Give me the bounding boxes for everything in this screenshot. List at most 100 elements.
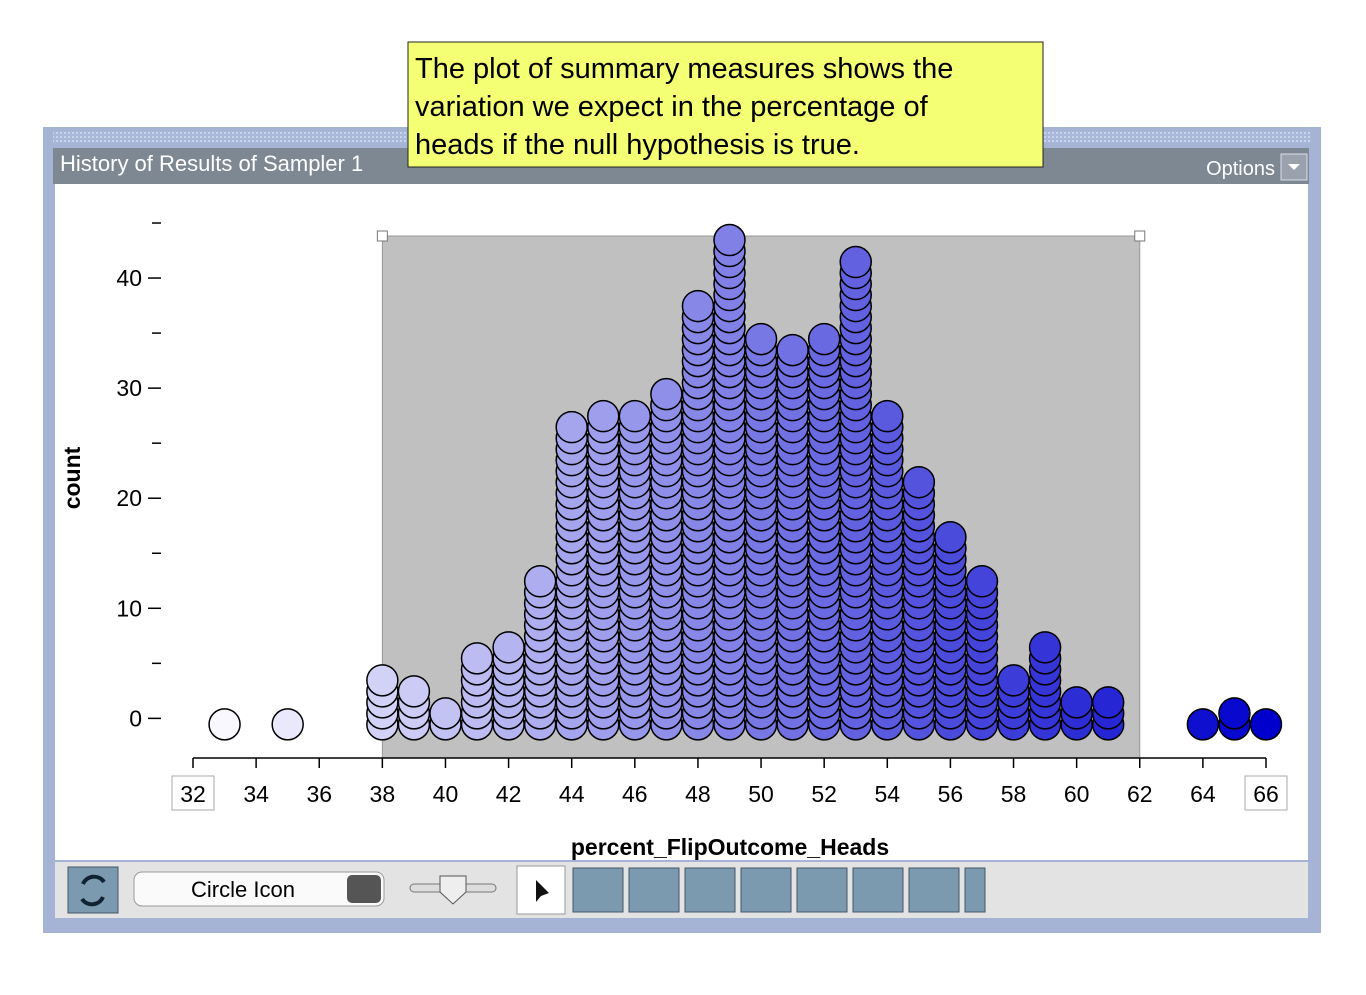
plot: 32 34 36 38 40 42 44 46 48 50 52 54 56 58 60 62 64 66 perc… — [59, 222, 1288, 860]
dot — [397, 675, 431, 708]
dot — [965, 565, 999, 598]
dot-stack — [429, 697, 462, 741]
x-tick-label: 42 — [496, 781, 522, 807]
dot-stack — [871, 399, 904, 741]
note-line: variation we expect in the percentage of — [415, 91, 929, 123]
dot — [366, 664, 399, 697]
dot-stack — [934, 520, 967, 741]
dot — [1091, 686, 1125, 719]
tool-brush[interactable] — [852, 867, 904, 913]
options-arrow — [1288, 164, 1300, 170]
select-arrows — [347, 875, 381, 903]
dot-stack — [492, 631, 525, 741]
dot — [1060, 686, 1093, 719]
y-tick-label: 40 — [116, 265, 142, 291]
x-tick-label: 64 — [1190, 781, 1216, 807]
options-label[interactable]: Options — [1206, 158, 1275, 180]
dot — [1028, 631, 1062, 664]
x-tick-label: 50 — [748, 781, 774, 807]
window-title: History of Results of Sampler 1 — [60, 151, 363, 176]
x-tick-label: 66 — [1253, 781, 1279, 807]
slider-thumb[interactable] — [439, 875, 467, 905]
dot-stack — [1028, 631, 1062, 741]
dot — [555, 410, 588, 444]
dot — [744, 322, 778, 356]
dot-stack — [902, 465, 936, 741]
x-tick-label: 60 — [1064, 781, 1090, 807]
dot — [208, 708, 241, 741]
tool-more[interactable] — [964, 867, 986, 913]
tool-add[interactable] — [684, 867, 736, 913]
tool-drag[interactable] — [628, 867, 680, 913]
dot-stack — [807, 322, 841, 741]
dot — [1218, 697, 1251, 730]
x-tick-label: 48 — [685, 781, 711, 807]
dot — [492, 631, 525, 664]
dot — [776, 333, 809, 367]
x-tick-label: 46 — [622, 781, 648, 807]
x-tick-label: 32 — [180, 781, 206, 807]
x-tick-label: 56 — [938, 781, 964, 807]
dot — [618, 399, 652, 433]
dot-stack — [1091, 686, 1125, 741]
dot — [902, 465, 936, 499]
tool-buttons — [572, 867, 986, 913]
dot — [1249, 708, 1283, 741]
dot — [429, 697, 462, 730]
dot — [271, 708, 304, 741]
dot — [839, 245, 872, 279]
dot-stack — [650, 377, 683, 741]
x-tick-label: 38 — [370, 781, 396, 807]
axis-end-box — [171, 775, 215, 811]
x-tick-label: 52 — [811, 781, 837, 807]
x-tick-label: 44 — [559, 781, 585, 807]
tool-hand[interactable] — [572, 867, 624, 913]
dot — [587, 399, 620, 433]
note-line: heads if the null hypothesis is true. — [415, 129, 860, 161]
dot — [650, 377, 683, 411]
dot — [681, 289, 715, 323]
icon-select[interactable] — [133, 871, 385, 907]
dot-stack — [208, 708, 241, 741]
tool-header[interactable] — [908, 867, 960, 913]
dot-stack — [776, 333, 809, 741]
x-tick-label: 62 — [1127, 781, 1153, 807]
pointer-icon — [536, 880, 549, 902]
note-line: The plot of summary measures shows the — [415, 53, 953, 85]
dot-stack — [997, 664, 1030, 741]
dot-stack — [555, 410, 588, 741]
y-tick-label: 0 — [129, 705, 142, 731]
y-tick-label: 20 — [116, 485, 142, 511]
tool-eraser[interactable] — [796, 867, 848, 913]
dot-stack — [618, 399, 652, 741]
dot-stack — [523, 565, 557, 741]
axis-end-box — [1244, 775, 1288, 811]
dot-stack — [1060, 686, 1093, 741]
x-tick-label: 54 — [874, 781, 900, 807]
y-tick-label: 30 — [116, 375, 142, 401]
x-tick-label: 36 — [306, 781, 332, 807]
dot — [934, 520, 967, 554]
dot-stack — [1249, 708, 1283, 741]
x-axis-label: percent_FlipOutcome_Heads — [571, 834, 889, 860]
dot-stack — [713, 223, 746, 741]
dot — [460, 642, 494, 675]
dot-stack — [681, 289, 715, 741]
x-tick-label: 34 — [243, 781, 269, 807]
x-tick-label: 40 — [433, 781, 459, 807]
dot-stack — [587, 399, 620, 741]
dot — [997, 664, 1030, 697]
y-tick-label: 10 — [116, 595, 142, 621]
dot-stack — [839, 245, 872, 741]
dot-stack — [366, 664, 399, 741]
dot-stack — [1218, 697, 1251, 741]
dot — [1186, 708, 1220, 741]
dot — [807, 322, 841, 356]
range-handle — [376, 230, 388, 242]
dot — [713, 223, 746, 257]
y-axis-label: count — [59, 446, 85, 509]
tool-pen[interactable] — [740, 867, 792, 913]
dot-stack — [965, 565, 999, 741]
